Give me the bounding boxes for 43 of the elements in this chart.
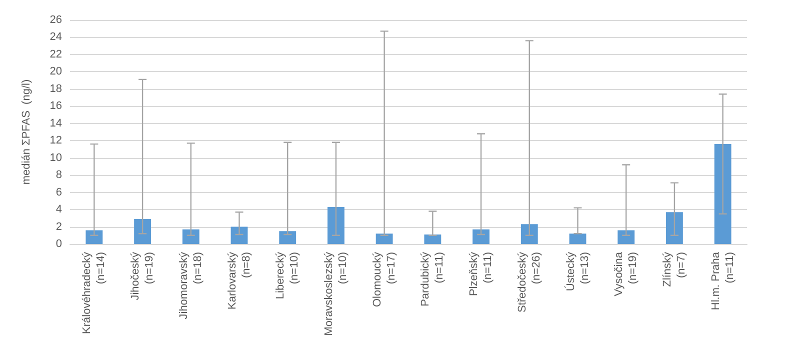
y-tick-label: 8 bbox=[56, 169, 62, 182]
bar bbox=[279, 231, 296, 244]
y-tick-label: 20 bbox=[50, 66, 62, 78]
x-tick-label: Vysočina (n=19) bbox=[613, 251, 640, 296]
bar bbox=[182, 229, 200, 244]
x-tick-label: Olomoucký (n=17) bbox=[371, 252, 398, 308]
x-tick-label: Středočeský (n=26) bbox=[516, 252, 542, 313]
y-axis-title: medián ΣPFAS (ng/l) bbox=[20, 79, 32, 185]
x-tick-label: Zlínský (n=7) bbox=[661, 252, 688, 287]
x-tick-label: Hl.m. Praha (n=11) bbox=[710, 251, 736, 310]
x-tick-label: Jihomoravský (n=18) bbox=[178, 252, 204, 320]
y-tick-label: 24 bbox=[50, 31, 62, 44]
y-tick-label: 22 bbox=[50, 48, 62, 60]
bar bbox=[86, 230, 103, 244]
x-tick-label: Pardubický (n=11) bbox=[420, 252, 446, 306]
bar bbox=[520, 224, 538, 244]
y-tick-label: 26 bbox=[50, 14, 62, 26]
y-tick-label: 18 bbox=[50, 82, 62, 95]
y-tick-label: 16 bbox=[50, 100, 62, 112]
y-tick-label: 2 bbox=[56, 220, 62, 233]
y-tick-label: 6 bbox=[56, 186, 62, 198]
x-tick-label: Jihočeský (n=19) bbox=[130, 252, 156, 300]
x-tick-label: Ústecký (n=13) bbox=[564, 252, 591, 292]
bar bbox=[376, 234, 393, 244]
bar bbox=[230, 226, 248, 244]
bar bbox=[666, 212, 683, 244]
x-tick-label: Královéhradecký (n=14) bbox=[81, 252, 108, 334]
bar bbox=[424, 234, 442, 244]
bar bbox=[714, 144, 732, 244]
x-tick-label: Karlovarský (n=8) bbox=[226, 252, 252, 310]
y-tick-label: 14 bbox=[50, 117, 62, 130]
y-tick-label: 0 bbox=[56, 238, 62, 250]
bar bbox=[134, 219, 151, 244]
bar bbox=[328, 206, 344, 244]
y-tick-label: 4 bbox=[56, 204, 62, 216]
x-tick-label: Liberecký (n=10) bbox=[274, 252, 301, 300]
bar bbox=[618, 230, 635, 244]
bar bbox=[472, 229, 490, 244]
x-tick-label: Moravskoslezský (n=10) bbox=[322, 252, 349, 336]
y-tick-label: 10 bbox=[50, 152, 62, 164]
x-tick-label: Plzeňský (n=11) bbox=[468, 252, 494, 296]
bar bbox=[569, 234, 586, 244]
y-tick-label: 12 bbox=[50, 134, 62, 147]
